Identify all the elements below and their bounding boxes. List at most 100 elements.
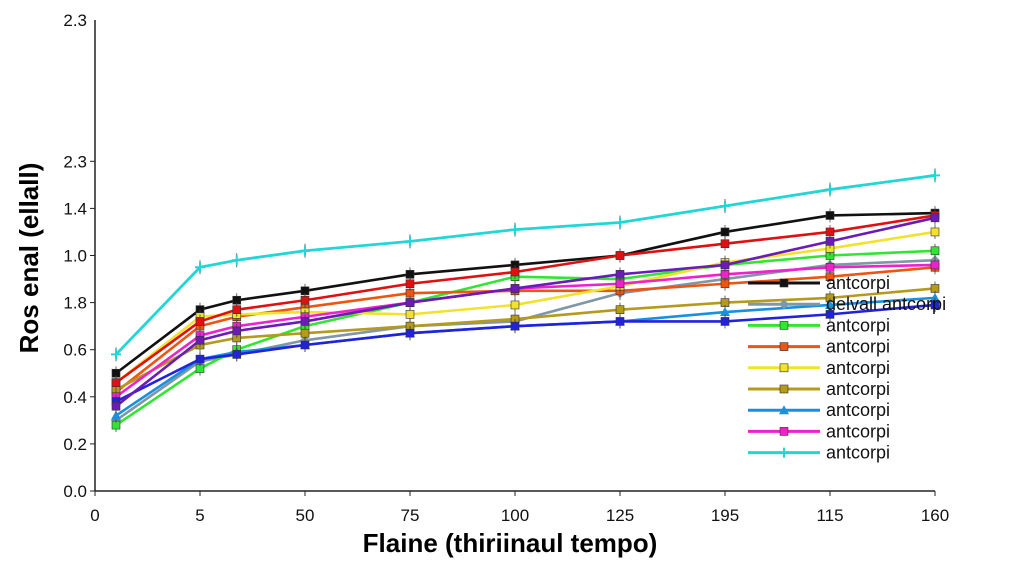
data-point	[825, 299, 835, 309]
y-tick-label: 1.4	[63, 199, 87, 218]
data-point	[720, 227, 730, 237]
data-point	[825, 237, 835, 246]
data-point	[405, 298, 415, 307]
data-point	[779, 299, 789, 310]
data-point	[615, 270, 625, 279]
y-tick-label: 0.4	[63, 388, 87, 407]
data-point	[720, 307, 730, 317]
legend-item: antcorpi	[748, 273, 890, 293]
data-point	[779, 405, 789, 415]
y-tick-label: 0.0	[63, 482, 87, 501]
series-group	[111, 168, 940, 433]
y-tick-label: 1.0	[63, 247, 87, 266]
series-10	[111, 208, 940, 390]
series-line	[114, 303, 937, 403]
x-tick-label: 100	[501, 506, 529, 525]
legend-item: antcorpi	[748, 400, 890, 420]
series-9	[111, 168, 940, 362]
data-point	[300, 317, 310, 326]
series-line	[114, 216, 937, 408]
data-point	[720, 260, 730, 270]
series-6	[111, 281, 940, 397]
x-tick-label: 125	[606, 506, 634, 525]
x-tick-label: 0	[90, 506, 99, 525]
data-point	[825, 211, 835, 220]
data-point	[195, 335, 205, 345]
data-point	[232, 350, 242, 359]
x-tick-label: 195	[711, 506, 739, 525]
series-11	[111, 297, 940, 409]
data-point	[300, 295, 310, 305]
legend-item: antcorpi	[748, 379, 890, 399]
legend-item: delvall antcorpi	[748, 294, 946, 314]
x-tick-label: 75	[401, 506, 420, 525]
data-point	[615, 251, 625, 260]
data-point	[720, 201, 730, 212]
data-point	[510, 321, 520, 331]
data-point	[615, 217, 625, 228]
data-point	[195, 262, 205, 273]
data-point	[405, 328, 415, 338]
data-point	[930, 300, 940, 310]
data-point	[510, 300, 520, 310]
x-tick-label: 5	[195, 506, 204, 525]
legend-label: antcorpi	[826, 421, 890, 441]
data-point	[111, 349, 121, 360]
legend-item: antcorpi	[748, 421, 890, 441]
data-point	[930, 170, 940, 181]
y-axis-title: Ros enal (ellall)	[14, 163, 44, 354]
series-line	[114, 287, 937, 392]
data-point	[720, 317, 730, 326]
x-tick-label: 160	[921, 506, 949, 525]
data-point	[930, 292, 940, 302]
tick-labels: 0 5 50 75 100 125 195 115 160 0.0 0.2 0.4 0.6 1.8 1.0 1…	[63, 11, 949, 525]
data-point	[300, 245, 310, 256]
data-point	[111, 410, 121, 420]
series-12	[111, 210, 940, 414]
legend-label: delvall antcorpi	[826, 294, 946, 314]
y-tick-label: 2.3	[63, 152, 87, 171]
data-point	[300, 340, 310, 350]
legend-item: antcorpi	[748, 315, 890, 335]
data-point	[195, 354, 205, 364]
data-point	[779, 427, 789, 436]
legend-label: antcorpi	[826, 443, 890, 463]
x-axis-title: Flaine (thiriinaul tempo)	[363, 528, 658, 558]
y-tick-label: 0.2	[63, 435, 87, 454]
data-point	[720, 239, 730, 249]
legend-label: antcorpi	[826, 273, 890, 293]
series-line	[114, 214, 937, 384]
data-point	[615, 305, 625, 314]
legend-item: antcorpi	[748, 337, 890, 357]
data-point	[510, 267, 520, 277]
legend-item: antcorpi	[748, 443, 890, 463]
legend-label: antcorpi	[826, 337, 890, 357]
data-point	[232, 305, 242, 314]
y-tick-label-top: 2.3	[63, 11, 87, 30]
data-point	[825, 262, 835, 272]
data-point	[930, 246, 940, 256]
data-point	[930, 260, 940, 270]
series-line	[114, 265, 937, 394]
data-point	[825, 184, 835, 195]
data-point	[405, 279, 415, 289]
data-point	[405, 236, 415, 247]
data-point	[615, 317, 625, 326]
legend-label: antcorpi	[826, 400, 890, 420]
axes	[94, 20, 935, 492]
data-point	[930, 227, 940, 237]
legend-label: antcorpi	[826, 379, 890, 399]
series-line	[114, 249, 937, 427]
data-point	[779, 342, 789, 351]
data-point	[930, 213, 940, 223]
series-line	[114, 174, 937, 356]
data-point	[779, 447, 789, 458]
legend-item: antcorpi	[748, 358, 890, 378]
data-point	[231, 255, 242, 266]
data-point	[779, 278, 789, 288]
legend-label: antcorpi	[826, 358, 890, 378]
data-point	[779, 384, 789, 394]
legend-label: antcorpi	[826, 315, 890, 335]
